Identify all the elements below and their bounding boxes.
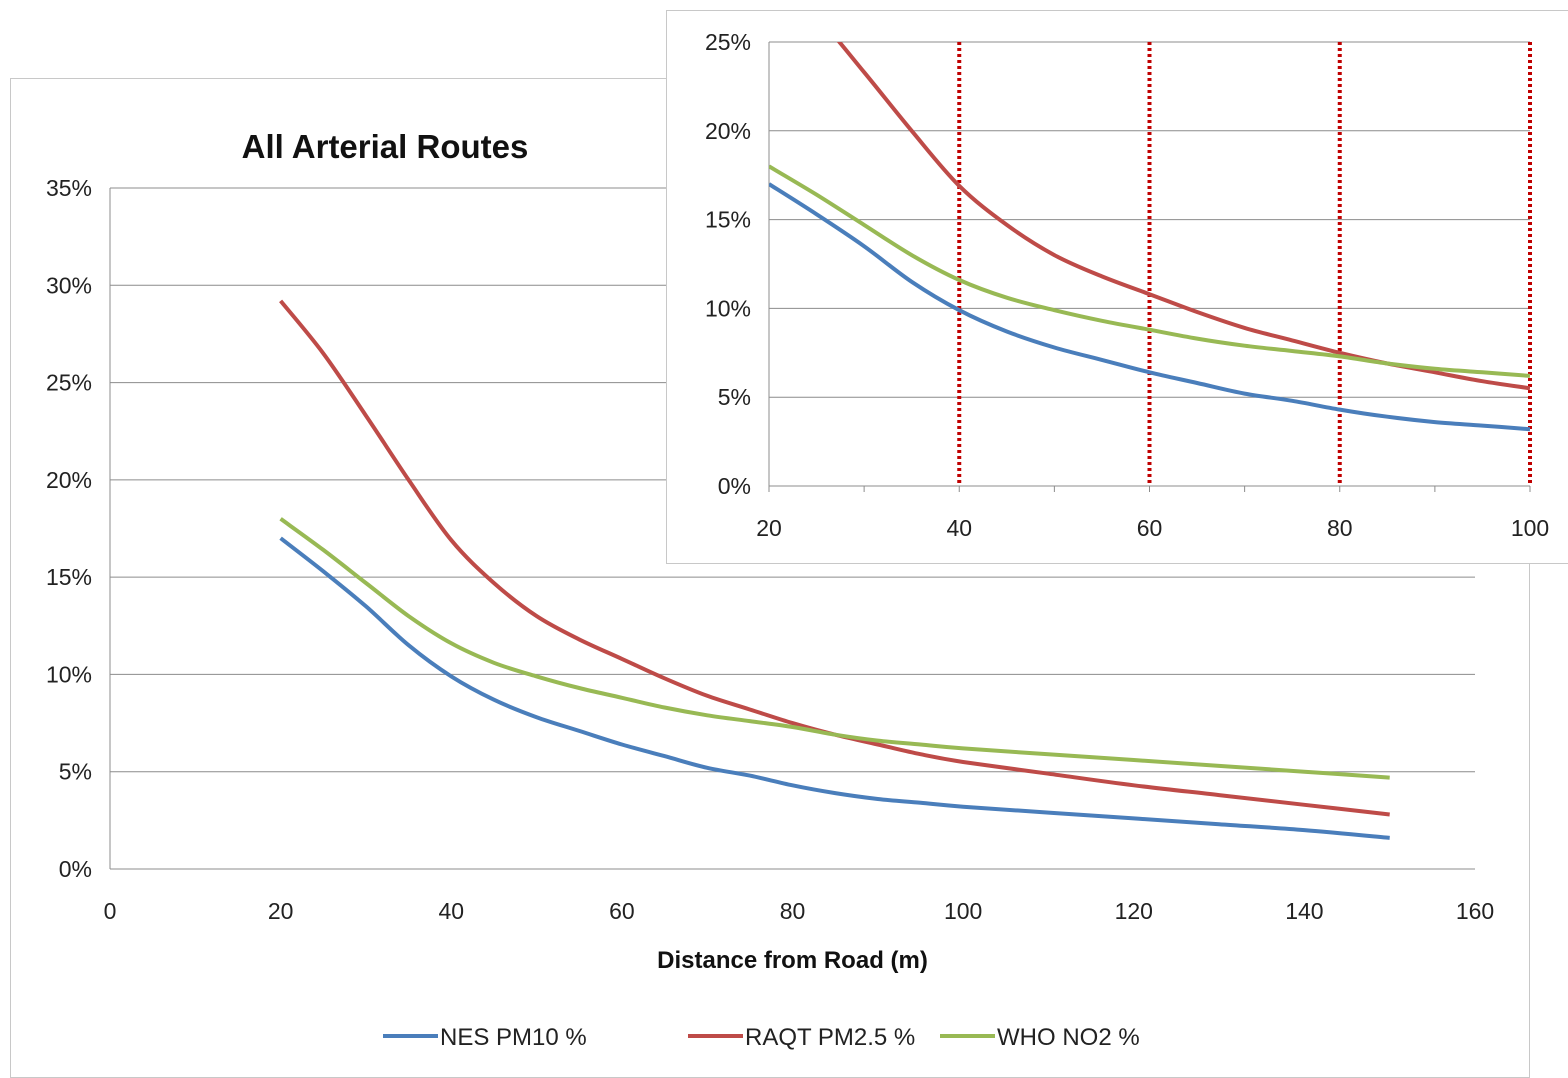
main-y-tick-label: 10% (46, 661, 92, 687)
main-series-line-nes-pm10 (279, 536, 1390, 840)
inset-y-tick-label: 15% (705, 207, 751, 233)
main-x-tick-label: 40 (438, 898, 464, 924)
main-y-tick-label: 0% (59, 856, 92, 882)
main-y-tick-label: 35% (46, 175, 92, 201)
main-x-tick-label: 140 (1285, 898, 1323, 924)
inset-y-tick-label: 25% (705, 29, 751, 55)
main-y-tick-label: 30% (46, 272, 92, 298)
inset-y-tick-label: 0% (718, 473, 751, 499)
main-y-tick-label: 20% (46, 467, 92, 493)
inset-y-tick-label: 10% (705, 295, 751, 321)
main-series-line-raqt-pm2-5 (279, 299, 1390, 817)
inset-x-tick-label: 20 (756, 515, 782, 541)
main-x-tick-label: 20 (268, 898, 294, 924)
main-x-tick-label: 160 (1456, 898, 1494, 924)
main-y-tick-label: 25% (46, 370, 92, 396)
inset-x-tick-label: 60 (1137, 515, 1163, 541)
main-x-tick-label: 60 (609, 898, 635, 924)
chart-title: All Arterial Routes (242, 128, 529, 165)
legend-label-who-no2: WHO NO2 % (997, 1024, 1140, 1051)
legend-label-nes-pm10: NES PM10 % (440, 1024, 587, 1051)
main-x-tick-label: 0 (104, 898, 117, 924)
inset-y-tick-label: 5% (718, 384, 751, 410)
x-axis-label: Distance from Road (m) (657, 947, 928, 974)
inset-x-tick-label: 80 (1327, 515, 1353, 541)
inset-y-tick-label: 20% (705, 118, 751, 144)
inset-x-tick-label: 40 (946, 515, 972, 541)
inset-series-line-0 (769, 182, 1530, 432)
main-x-tick-label: 100 (944, 898, 982, 924)
inset-chart-frame (666, 10, 1568, 564)
legend-label-raqt-pm2-5: RAQT PM2.5 % (745, 1024, 915, 1051)
main-x-tick-label: 120 (1115, 898, 1153, 924)
main-x-tick-label: 80 (780, 898, 806, 924)
main-y-tick-label: 5% (59, 759, 92, 785)
inset-x-tick-label: 100 (1511, 515, 1549, 541)
inset-series-line-2 (769, 164, 1530, 378)
main-y-tick-label: 15% (46, 564, 92, 590)
main-series-line-who-no2 (279, 517, 1390, 780)
